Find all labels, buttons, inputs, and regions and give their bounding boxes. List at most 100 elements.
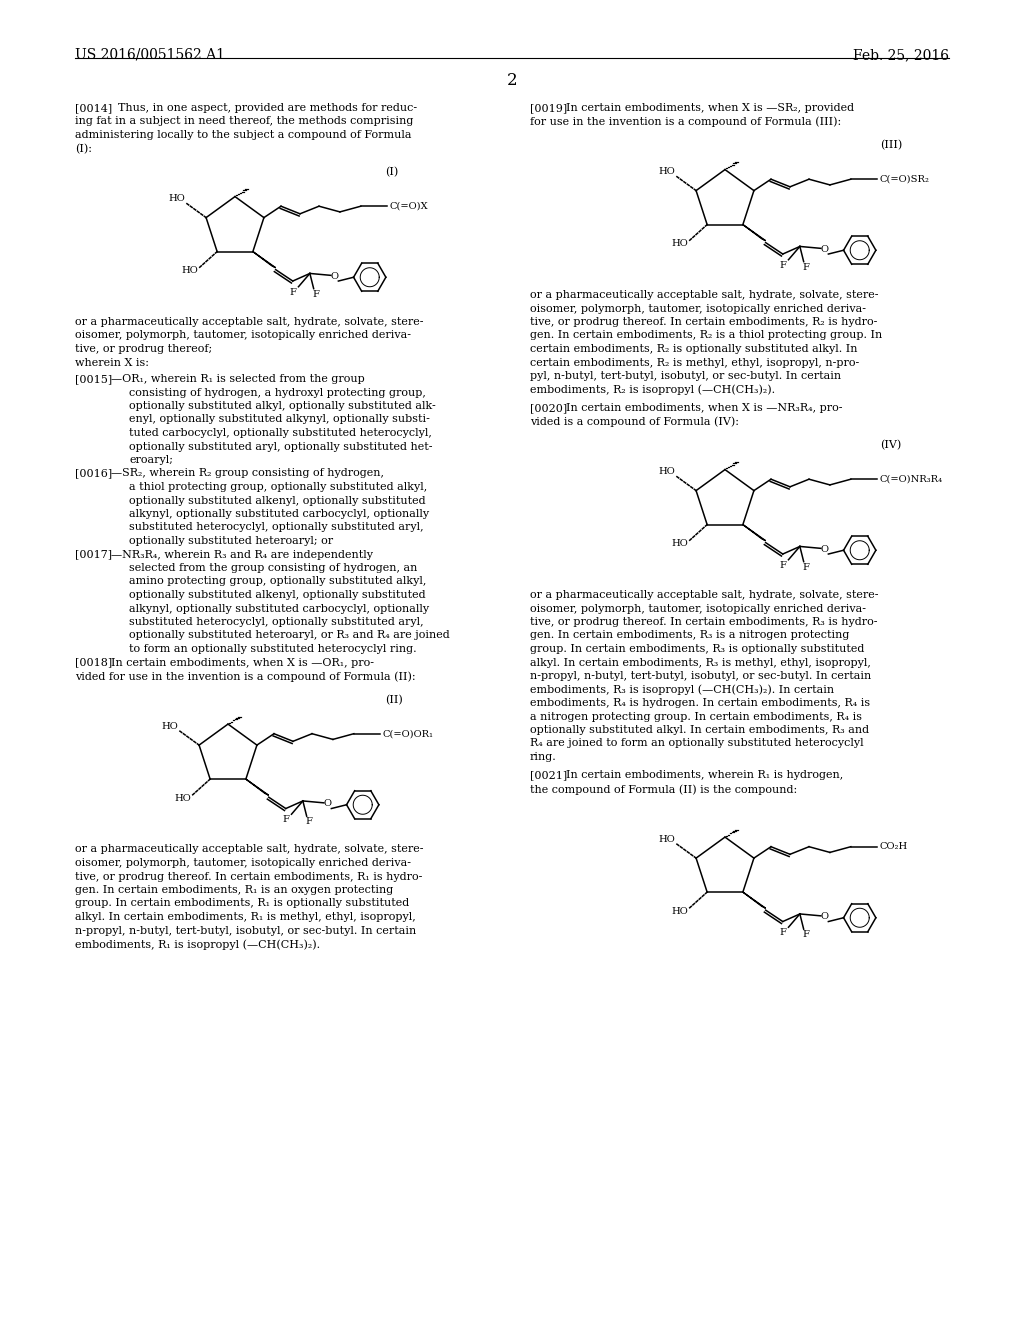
Text: consisting of hydrogen, a hydroxyl protecting group,: consisting of hydrogen, a hydroxyl prote… [129, 388, 426, 397]
Text: F: F [779, 260, 786, 269]
Text: embodiments, R₃ is isopropyl (—CH(CH₃)₂). In certain: embodiments, R₃ is isopropyl (—CH(CH₃)₂)… [530, 685, 835, 696]
Text: alkynyl, optionally substituted carbocyclyl, optionally: alkynyl, optionally substituted carbocyc… [129, 510, 429, 519]
Text: gen. In certain embodiments, R₁ is an oxygen protecting: gen. In certain embodiments, R₁ is an ox… [75, 884, 393, 895]
Text: pyl, n-butyl, tert-butyl, isobutyl, or sec-butyl. In certain: pyl, n-butyl, tert-butyl, isobutyl, or s… [530, 371, 841, 381]
Text: wherein X is:: wherein X is: [75, 358, 150, 367]
Text: tive, or prodrug thereof. In certain embodiments, R₃ is hydro-: tive, or prodrug thereof. In certain emb… [530, 616, 878, 627]
Text: (IV): (IV) [880, 440, 901, 450]
Text: C(=O)X: C(=O)X [389, 202, 428, 211]
Text: certain embodiments, R₂ is optionally substituted alkyl. In: certain embodiments, R₂ is optionally su… [530, 345, 857, 354]
Text: the compound of Formula (II) is the compound:: the compound of Formula (II) is the comp… [530, 784, 798, 795]
Text: embodiments, R₁ is isopropyl (—CH(CH₃)₂).: embodiments, R₁ is isopropyl (—CH(CH₃)₂)… [75, 939, 321, 949]
Text: optionally substituted aryl, optionally substituted het-: optionally substituted aryl, optionally … [129, 441, 432, 451]
Text: or a pharmaceutically acceptable salt, hydrate, solvate, stere-: or a pharmaceutically acceptable salt, h… [530, 290, 879, 300]
Text: F: F [305, 817, 312, 826]
Text: In certain embodiments, when X is —SR₂, provided: In certain embodiments, when X is —SR₂, … [566, 103, 854, 114]
Text: a nitrogen protecting group. In certain embodiments, R₄ is: a nitrogen protecting group. In certain … [530, 711, 862, 722]
Text: selected from the group consisting of hydrogen, an: selected from the group consisting of hy… [129, 564, 418, 573]
Text: ring.: ring. [530, 752, 557, 762]
Polygon shape [246, 779, 268, 795]
Text: HO: HO [174, 793, 190, 803]
Polygon shape [742, 224, 766, 240]
Text: [0019]: [0019] [530, 103, 567, 114]
Text: O: O [821, 244, 828, 253]
Text: (II): (II) [385, 694, 402, 705]
Text: F: F [283, 816, 289, 824]
Text: to form an optionally substituted heterocyclyl ring.: to form an optionally substituted hetero… [129, 644, 417, 653]
Text: embodiments, R₂ is isopropyl (—CH(CH₃)₂).: embodiments, R₂ is isopropyl (—CH(CH₃)₂)… [530, 384, 775, 395]
Text: or a pharmaceutically acceptable salt, hydrate, solvate, stere-: or a pharmaceutically acceptable salt, h… [75, 845, 424, 854]
Text: gen. In certain embodiments, R₂ is a thiol protecting group. In: gen. In certain embodiments, R₂ is a thi… [530, 330, 883, 341]
Text: certain embodiments, R₂ is methyl, ethyl, isopropyl, n-pro-: certain embodiments, R₂ is methyl, ethyl… [530, 358, 859, 367]
Text: In certain embodiments, when X is —OR₁, pro-: In certain embodiments, when X is —OR₁, … [111, 657, 374, 668]
Text: O: O [331, 272, 339, 281]
Text: ing fat in a subject in need thereof, the methods comprising: ing fat in a subject in need thereof, th… [75, 116, 414, 127]
Text: O: O [821, 912, 828, 921]
Text: vided for use in the invention is a compound of Formula (II):: vided for use in the invention is a comp… [75, 671, 416, 681]
Text: or a pharmaceutically acceptable salt, hydrate, solvate, stere-: or a pharmaceutically acceptable salt, h… [530, 590, 879, 601]
Text: a thiol protecting group, optionally substituted alkyl,: a thiol protecting group, optionally sub… [129, 482, 427, 492]
Polygon shape [742, 524, 766, 541]
Text: oisomer, polymorph, tautomer, isotopically enriched deriva-: oisomer, polymorph, tautomer, isotopical… [75, 330, 411, 341]
Text: embodiments, R₄ is hydrogen. In certain embodiments, R₄ is: embodiments, R₄ is hydrogen. In certain … [530, 698, 870, 708]
Text: Thus, in one aspect, provided are methods for reduc-: Thus, in one aspect, provided are method… [111, 103, 417, 114]
Text: optionally substituted heteroaryl; or: optionally substituted heteroaryl; or [129, 536, 333, 546]
Text: HO: HO [168, 194, 185, 203]
Text: [0015]: [0015] [75, 374, 113, 384]
Text: R₄ are joined to form an optionally substituted heterocyclyl: R₄ are joined to form an optionally subs… [530, 738, 863, 748]
Text: [0014]: [0014] [75, 103, 113, 114]
Text: C(=O)OR₁: C(=O)OR₁ [382, 729, 433, 738]
Text: HO: HO [181, 267, 198, 275]
Text: HO: HO [658, 168, 675, 176]
Text: n-propyl, n-butyl, tert-butyl, isobutyl, or sec-butyl. In certain: n-propyl, n-butyl, tert-butyl, isobutyl,… [75, 925, 416, 936]
Text: or a pharmaceutically acceptable salt, hydrate, solvate, stere-: or a pharmaceutically acceptable salt, h… [75, 317, 424, 327]
Text: [0018]: [0018] [75, 657, 113, 668]
Text: —NR₃R₄, wherein R₃ and R₄ are independently: —NR₃R₄, wherein R₃ and R₄ are independen… [111, 549, 373, 560]
Text: optionally substituted alkyl. In certain embodiments, R₃ and: optionally substituted alkyl. In certain… [530, 725, 869, 735]
Text: CO₂H: CO₂H [880, 842, 907, 851]
Text: HO: HO [671, 539, 688, 548]
Text: In certain embodiments, when X is —NR₃R₄, pro-: In certain embodiments, when X is —NR₃R₄… [566, 403, 843, 413]
Text: oisomer, polymorph, tautomer, isotopically enriched deriva-: oisomer, polymorph, tautomer, isotopical… [75, 858, 411, 869]
Text: [0020]: [0020] [530, 403, 567, 413]
Text: gen. In certain embodiments, R₃ is a nitrogen protecting: gen. In certain embodiments, R₃ is a nit… [530, 631, 849, 640]
Text: [0021]: [0021] [530, 771, 567, 780]
Text: HO: HO [658, 834, 675, 843]
Text: F: F [312, 289, 319, 298]
Text: (III): (III) [880, 140, 902, 150]
Text: optionally substituted heteroaryl, or R₃ and R₄ are joined: optionally substituted heteroaryl, or R₃… [129, 631, 450, 640]
Text: amino protecting group, optionally substituted alkyl,: amino protecting group, optionally subst… [129, 577, 426, 586]
Text: oisomer, polymorph, tautomer, isotopically enriched deriva-: oisomer, polymorph, tautomer, isotopical… [530, 603, 866, 614]
Text: n-propyl, n-butyl, tert-butyl, isobutyl, or sec-butyl. In certain: n-propyl, n-butyl, tert-butyl, isobutyl,… [530, 671, 871, 681]
Text: group. In certain embodiments, R₁ is optionally substituted: group. In certain embodiments, R₁ is opt… [75, 899, 410, 908]
Text: US 2016/0051562 A1: US 2016/0051562 A1 [75, 48, 225, 62]
Text: HO: HO [671, 907, 688, 916]
Text: (I):: (I): [75, 144, 92, 154]
Text: enyl, optionally substituted alkynyl, optionally substi-: enyl, optionally substituted alkynyl, op… [129, 414, 430, 425]
Text: tuted carbocyclyl, optionally substituted heterocyclyl,: tuted carbocyclyl, optionally substitute… [129, 428, 432, 438]
Text: tive, or prodrug thereof;: tive, or prodrug thereof; [75, 345, 212, 354]
Polygon shape [742, 892, 766, 908]
Text: oisomer, polymorph, tautomer, isotopically enriched deriva-: oisomer, polymorph, tautomer, isotopical… [530, 304, 866, 314]
Text: F: F [290, 288, 296, 297]
Text: In certain embodiments, wherein R₁ is hydrogen,: In certain embodiments, wherein R₁ is hy… [566, 771, 843, 780]
Text: tive, or prodrug thereof. In certain embodiments, R₁ is hydro-: tive, or prodrug thereof. In certain emb… [75, 871, 422, 882]
Text: vided is a compound of Formula (IV):: vided is a compound of Formula (IV): [530, 417, 739, 428]
Text: substituted heterocyclyl, optionally substituted aryl,: substituted heterocyclyl, optionally sub… [129, 616, 424, 627]
Text: F: F [779, 928, 786, 937]
Text: F: F [802, 263, 809, 272]
Text: F: F [802, 562, 809, 572]
Polygon shape [253, 252, 275, 268]
Text: eroaryl;: eroaryl; [129, 455, 173, 465]
Text: O: O [324, 799, 332, 808]
Text: (I): (I) [385, 168, 398, 177]
Text: HO: HO [161, 722, 178, 730]
Text: F: F [802, 931, 809, 939]
Text: HO: HO [671, 239, 688, 248]
Text: F: F [779, 561, 786, 570]
Text: [0017]: [0017] [75, 549, 112, 560]
Text: for use in the invention is a compound of Formula (III):: for use in the invention is a compound o… [530, 116, 842, 127]
Text: alkyl. In certain embodiments, R₁ is methyl, ethyl, isopropyl,: alkyl. In certain embodiments, R₁ is met… [75, 912, 416, 921]
Text: substituted heterocyclyl, optionally substituted aryl,: substituted heterocyclyl, optionally sub… [129, 523, 424, 532]
Text: optionally substituted alkenyl, optionally substituted: optionally substituted alkenyl, optional… [129, 495, 426, 506]
